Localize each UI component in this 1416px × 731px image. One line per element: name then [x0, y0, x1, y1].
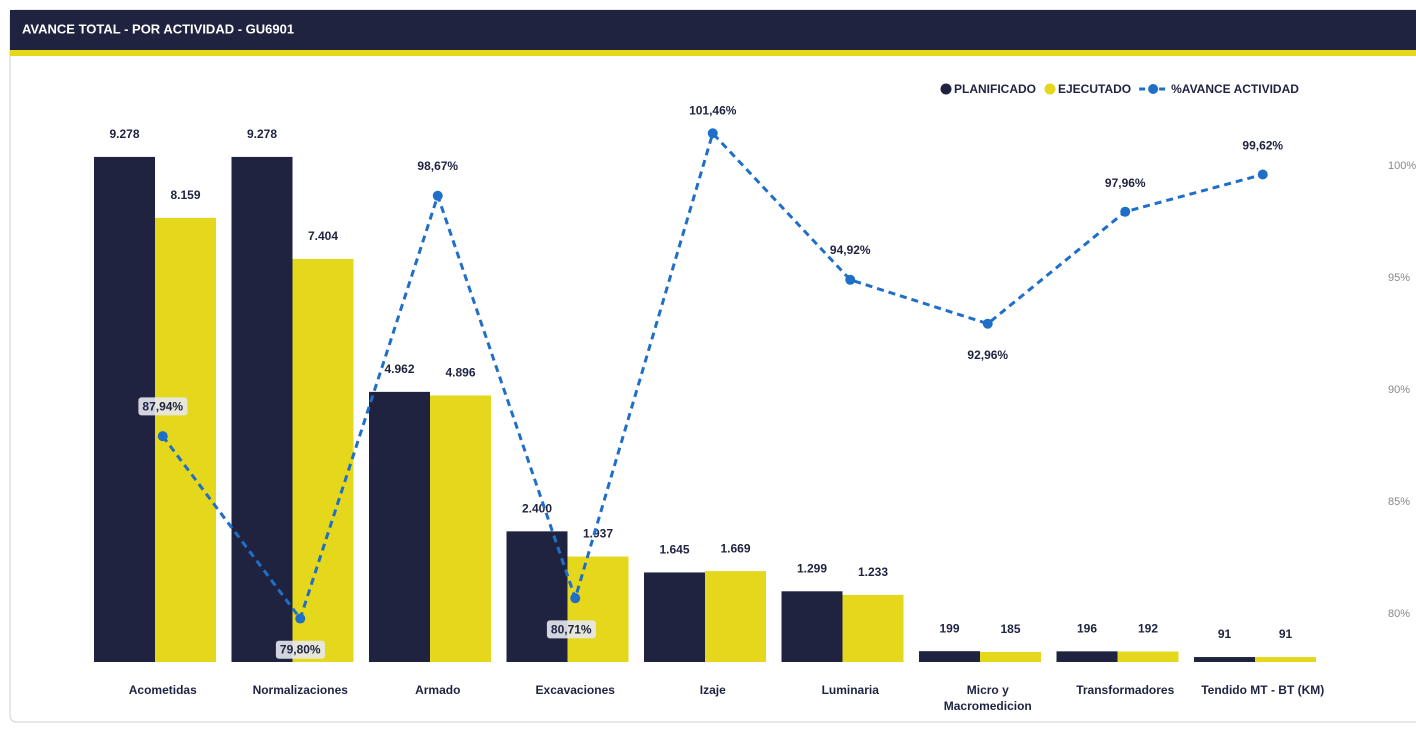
legend-marker — [1148, 84, 1159, 94]
line-point — [982, 318, 993, 329]
legend-marker — [1044, 83, 1056, 95]
bar — [1194, 657, 1255, 662]
x-tick-label: Luminaria — [821, 683, 879, 697]
line-value-label-group: 94,92% — [830, 243, 871, 257]
line-value-label-group: 80,71% — [546, 620, 596, 639]
line-point — [157, 431, 168, 442]
line-value-label-box — [275, 640, 325, 659]
bar — [567, 556, 629, 662]
bar-value-label: 1.299 — [797, 561, 827, 575]
bar — [842, 594, 904, 662]
line-point — [1257, 169, 1268, 180]
line-value-label-group: 98,67% — [417, 159, 458, 173]
line-point — [570, 593, 581, 604]
y2-tick-label: 80% — [1388, 608, 1410, 620]
line-value-label: 79,80% — [280, 643, 321, 657]
line-point — [295, 613, 306, 624]
x-tick-label: Acometidas — [128, 683, 197, 697]
line-value-label: 80,71% — [551, 622, 592, 636]
bar-value-label: 185 — [1000, 622, 1020, 636]
y2-tick-label: 90% — [1388, 384, 1410, 396]
line-point — [432, 190, 443, 201]
x-tick-label: Normalizaciones — [252, 683, 348, 697]
bar — [292, 258, 354, 662]
title-underline — [10, 50, 1416, 56]
line-value-label: 97,96% — [1105, 176, 1146, 190]
line-value-label-group: 92,96% — [967, 348, 1008, 362]
line-value-label-group: 87,94% — [138, 397, 188, 416]
bar-value-label: 192 — [1138, 622, 1158, 636]
title-bar — [10, 10, 1416, 50]
line-value-label-group: 97,96% — [1105, 176, 1146, 190]
bar — [1117, 651, 1179, 662]
line-point — [845, 274, 856, 285]
line-value-label-group: 79,80% — [275, 640, 325, 659]
line-point — [1120, 206, 1131, 217]
x-tick-label: Transformadores — [1076, 683, 1175, 697]
line-value-label: 98,67% — [417, 159, 458, 173]
line-value-label: 92,96% — [967, 348, 1008, 362]
legend-marker — [940, 83, 952, 95]
bar-value-label: 91 — [1218, 627, 1232, 641]
bar — [705, 571, 766, 662]
y2-tick-label: 85% — [1388, 496, 1410, 508]
bar-value-label: 7.404 — [308, 229, 338, 243]
line-value-label: 101,46% — [689, 103, 737, 117]
bar-value-label: 1.233 — [858, 565, 888, 579]
bar — [781, 591, 843, 662]
bar — [506, 531, 568, 662]
bar-value-label: 9.278 — [109, 127, 139, 141]
y2-tick-label: 95% — [1388, 272, 1410, 284]
bar-value-label: 199 — [939, 621, 959, 635]
line-value-label-box — [138, 397, 188, 416]
line-series — [161, 130, 1264, 622]
bar-value-label: 1.645 — [659, 543, 689, 557]
x-tick-label: Micro y Macromedicion — [943, 683, 1032, 713]
bar — [919, 651, 980, 662]
legend-label: EJECUTADO — [1058, 82, 1131, 96]
bar — [1255, 657, 1316, 662]
bar-value-label: 196 — [1077, 622, 1097, 636]
bar-value-label: 1.669 — [720, 541, 750, 555]
bar-value-label: 1.937 — [583, 527, 613, 541]
line-value-label-group: 101,46% — [689, 103, 737, 117]
line-value-label: 94,92% — [830, 243, 871, 257]
bar — [369, 391, 430, 662]
bar-value-label: 9.278 — [247, 127, 277, 141]
legend-label: %AVANCE ACTIVIDAD — [1171, 82, 1299, 96]
bar — [1056, 651, 1118, 662]
line-point — [707, 128, 718, 139]
bar — [644, 572, 705, 662]
bar — [231, 156, 293, 662]
line-value-label-group: 99,62% — [1242, 139, 1283, 153]
line-value-label: 87,94% — [142, 399, 183, 413]
bar — [430, 395, 491, 662]
x-tick-label: Excavaciones — [535, 683, 615, 697]
bar — [980, 651, 1041, 662]
bar-value-label: 8.159 — [170, 188, 200, 202]
line-value-label: 99,62% — [1242, 139, 1283, 153]
bar-value-label: 4.896 — [445, 366, 475, 380]
bar-value-label: 91 — [1279, 627, 1293, 641]
chart-title: AVANCE TOTAL - POR ACTIVIDAD - GU6901 — [22, 21, 294, 36]
bar-value-label: 4.962 — [384, 362, 414, 376]
x-tick-label: Armado — [415, 683, 461, 697]
y2-tick-label: 100% — [1388, 160, 1416, 172]
x-tick-label: Tendido MT - BT (KM) — [1201, 683, 1325, 697]
x-tick-label: Izaje — [699, 683, 726, 697]
line-value-label-box — [546, 620, 596, 639]
legend-label: PLANIFICADO — [954, 82, 1036, 96]
